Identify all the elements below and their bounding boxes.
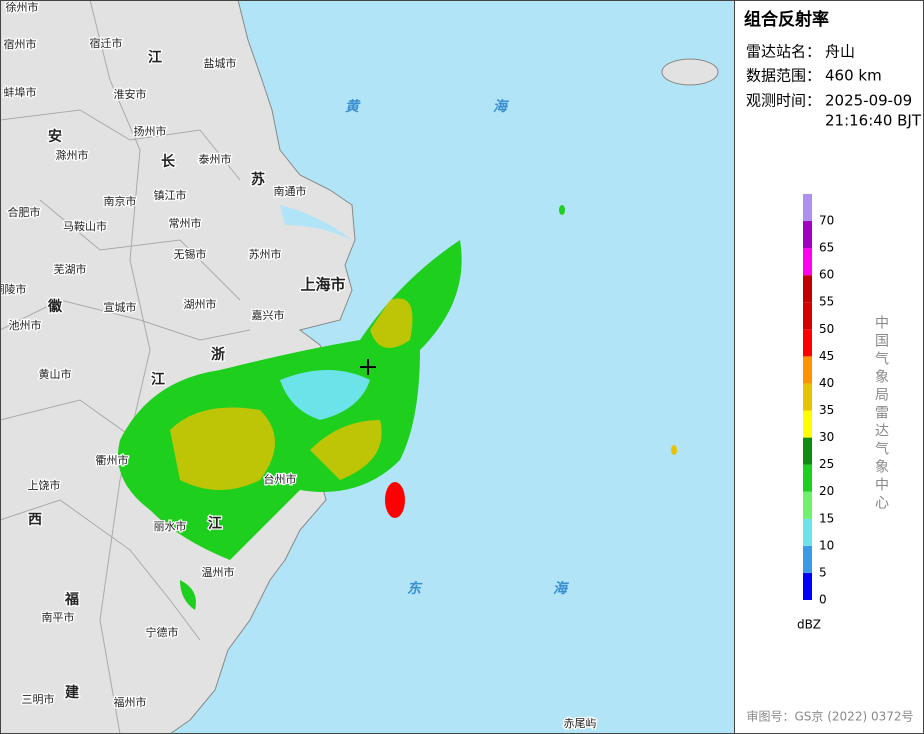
place-label: 江 [148, 49, 162, 66]
place-label: 常州市 [169, 216, 202, 230]
legend-value: 55 [819, 295, 834, 309]
source-credit: 中国气象局雷达气象中心 [873, 315, 889, 513]
legend-swatch [803, 302, 812, 330]
place-label: 丽水市 [154, 519, 187, 533]
place-label: 苏州市 [249, 247, 282, 261]
info-value: 21:16:40 BJT [825, 112, 922, 130]
place-label: 长 [161, 153, 176, 170]
place-label: 滁州市 [56, 148, 89, 162]
sea-label: 海 [553, 580, 570, 597]
legend-value: 20 [819, 484, 834, 498]
legend-value: 45 [819, 349, 834, 363]
legend-value: 30 [819, 430, 834, 444]
place-label: 泰州市 [199, 152, 232, 166]
legend-value: 35 [819, 403, 834, 417]
legend-swatch [803, 193, 812, 222]
legend-value: 15 [819, 511, 834, 525]
legend-swatch [803, 491, 812, 519]
legend-swatch [803, 545, 812, 573]
place-label: 西 [28, 512, 42, 528]
place-label: 蚌埠市 [4, 85, 37, 99]
legend-value: 10 [819, 538, 834, 552]
legend-swatch [803, 248, 812, 276]
place-label: 镇江市 [154, 188, 187, 202]
approval-number: 审图号：GS京 (2022) 0372号 [747, 709, 914, 724]
boundaries [0, 0, 251, 734]
place-label: 盐城市 [204, 56, 237, 70]
info-value: 舟山 [825, 43, 855, 61]
legend-value: 70 [819, 214, 834, 228]
sea-label: 海 [493, 98, 510, 115]
place-label: 赤尾屿 [564, 717, 597, 730]
place-label: 徐州市 [6, 0, 39, 14]
place-label: 安 [48, 128, 62, 145]
place-label: 三明市 [22, 692, 55, 706]
radar-site-marker [360, 359, 376, 375]
place-label: 池州市 [9, 318, 42, 332]
legend-value: 65 [819, 241, 834, 255]
legend-unit: dBZ [797, 618, 821, 632]
place-label: 宣城市 [104, 300, 137, 314]
legend-swatch [803, 329, 812, 357]
place-label: 无锡市 [174, 247, 207, 261]
place-label: 宿迁市 [90, 36, 123, 50]
info-value: 2025-09-09 [825, 92, 912, 110]
legend-swatch [803, 464, 812, 492]
legend-value: 40 [819, 376, 834, 390]
place-label: 芜湖市 [54, 262, 87, 276]
place-label: 淮安市 [114, 87, 147, 101]
legend-value: 50 [819, 322, 834, 336]
place-label: 衢州市 [96, 453, 129, 467]
place-label: 温州市 [202, 565, 235, 579]
info-label: 数据范围： [746, 67, 821, 85]
place-label: 苏 [251, 171, 265, 188]
info-panel [734, 0, 924, 734]
place-label: 合肥市 [8, 205, 41, 219]
place-label: 南京市 [104, 194, 137, 208]
legend-swatch [803, 221, 812, 249]
legend-swatch [803, 518, 812, 546]
place-label: 建 [65, 684, 79, 701]
place-label: 铜陵市 [0, 282, 27, 296]
place-label: 湖州市 [184, 297, 217, 311]
place-label: 浙 [211, 346, 225, 363]
panel-title: 组合反射率 [744, 9, 829, 30]
legend-swatch [803, 275, 812, 303]
place-label: 江 [151, 371, 165, 388]
yangtze-estuary [280, 205, 352, 240]
place-label: 宿州市 [4, 37, 37, 51]
place-label: 扬州市 [134, 124, 167, 138]
place-label: 江 [208, 515, 222, 532]
place-label: 南平市 [42, 610, 75, 624]
legend-value: 60 [819, 268, 834, 282]
sea-label: 东 [407, 580, 423, 597]
legend-value: 5 [819, 565, 827, 579]
place-label: 嘉兴市 [252, 308, 285, 322]
place-label: 台州市 [264, 472, 297, 486]
legend-swatch [803, 437, 812, 465]
place-label: 徽 [47, 298, 63, 315]
place-label: 上饶市 [28, 478, 61, 492]
legend-swatch [803, 410, 812, 438]
legend-swatch [803, 383, 812, 411]
place-label: 福 [64, 591, 79, 608]
legend-value: 0 [819, 593, 827, 607]
legend-swatch [803, 356, 812, 384]
place-label: 黄山市 [39, 367, 72, 381]
info-label: 雷达站名： [746, 43, 821, 61]
place-label: 马鞍山市 [63, 219, 107, 233]
info-value: 460 km [825, 67, 882, 85]
info-label: 观测时间： [746, 92, 821, 110]
sea-label: 黄 [345, 98, 361, 115]
radar-echoes [118, 205, 677, 610]
legend-swatch [803, 572, 812, 600]
place-label: 上海市 [300, 276, 345, 294]
place-label: 南通市 [274, 184, 307, 198]
legend-value: 25 [819, 457, 834, 471]
jeju-island [661, 58, 719, 86]
place-label: 福州市 [114, 695, 147, 709]
place-label: 宁德市 [146, 625, 179, 639]
